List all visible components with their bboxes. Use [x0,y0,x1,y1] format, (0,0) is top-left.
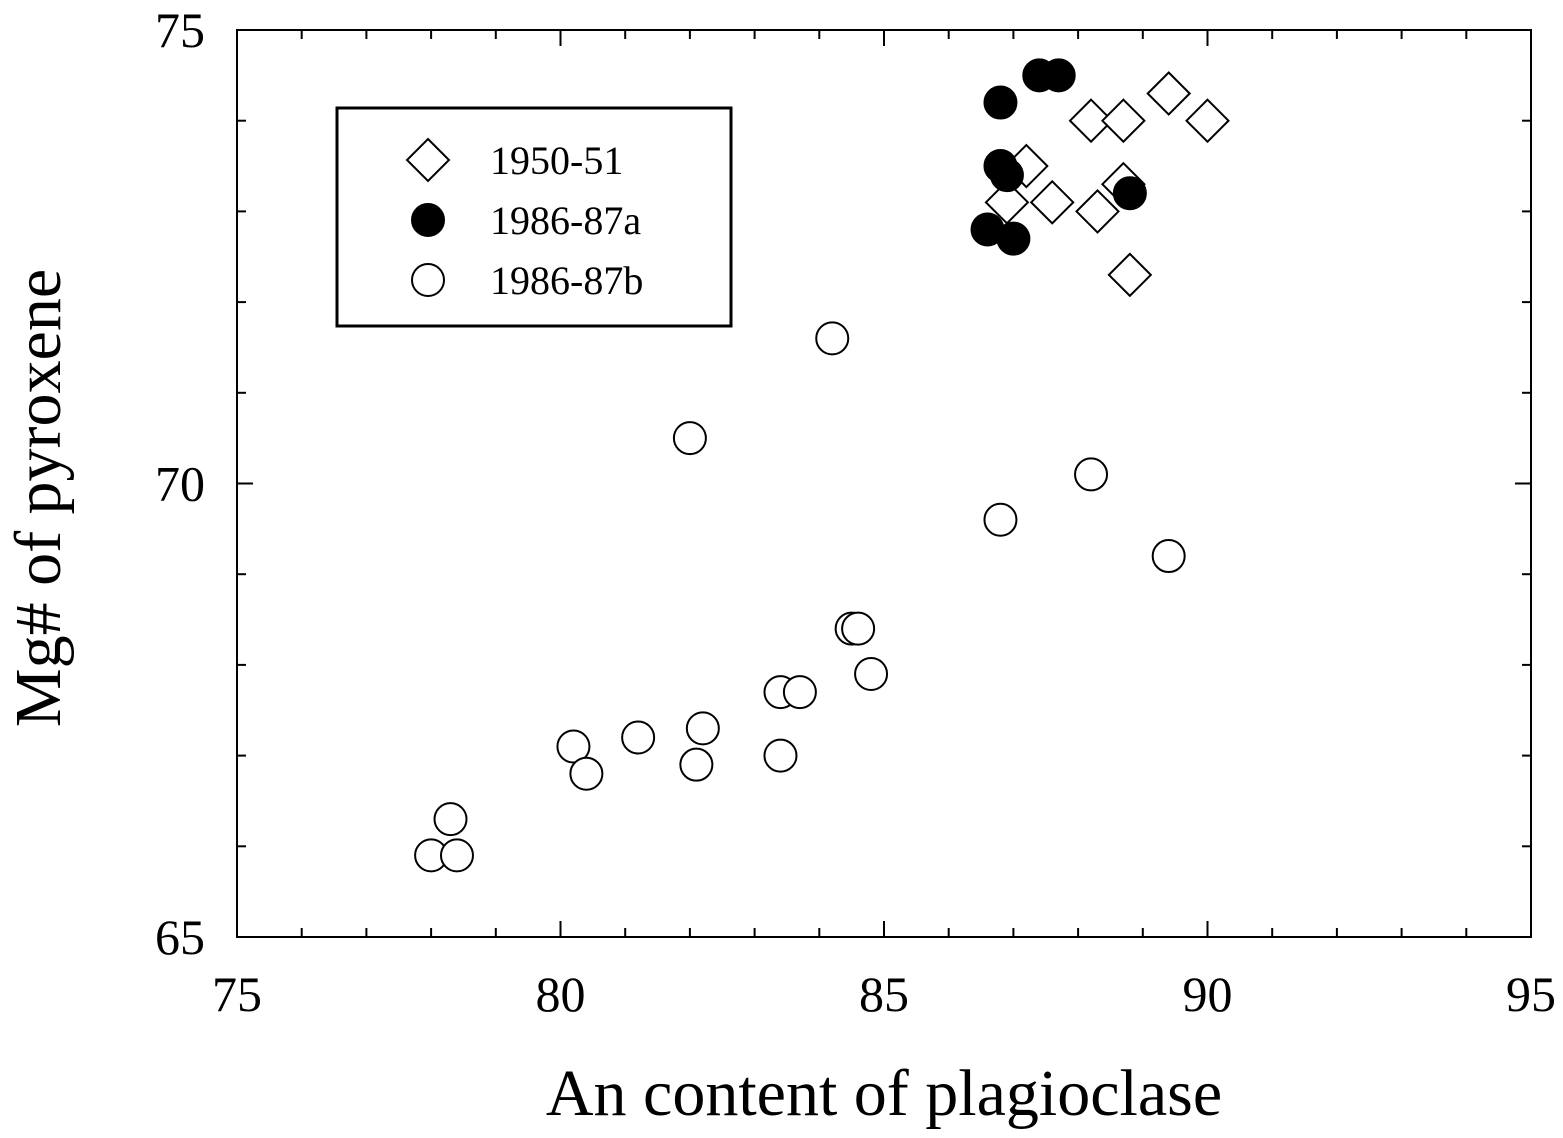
data-point [815,321,850,356]
data-point [1068,98,1114,144]
y-axis-label: Mg# of pyroxene [2,269,75,727]
data-point [679,747,714,782]
series-1986-87a [970,58,1147,256]
data-point [556,729,591,764]
data-point [841,611,876,646]
legend-label: 1986-87b [490,258,643,303]
x-tick-label: 75 [212,966,262,1022]
data-points [414,58,1230,873]
data-point [621,720,656,755]
legend-marker [411,263,445,297]
data-point [569,756,604,791]
y-tick-label: 75 [155,2,205,58]
legend-marker [405,137,451,183]
legend: 1950-51 1986-87a 1986-87b [335,106,733,328]
x-tick-label: 95 [1506,966,1556,1022]
x-axis-label: An content of plagioclase [546,1057,1222,1130]
data-point [1112,176,1147,211]
data-point [1074,457,1109,492]
legend-items: 1950-51 1986-87a 1986-87b [405,137,643,303]
legend-marker [411,203,445,237]
data-point [439,838,474,873]
data-point [996,221,1031,256]
legend-label: 1986-87a [490,198,641,243]
tick-labels: 75 80 85 90 95 65 70 75 [155,2,1556,1022]
data-point [672,421,707,456]
data-point [983,502,1018,537]
legend-label: 1950-51 [490,138,623,183]
data-point [1107,252,1153,298]
data-point [1041,58,1076,93]
legend-box [335,106,733,328]
data-point [685,711,720,746]
axis-ticks [237,30,1531,937]
data-point [983,85,1018,120]
data-point [1075,188,1120,234]
x-tick-label: 80 [536,966,586,1022]
data-point [1029,179,1075,225]
data-point [854,656,889,691]
series-1950-51 [984,71,1230,298]
data-point [1146,71,1192,116]
data-point [989,158,1024,193]
data-point [782,675,817,710]
y-tick-label: 65 [155,909,205,965]
data-point [763,738,798,773]
x-tick-label: 85 [859,966,909,1022]
data-point [433,802,468,837]
y-tick-label: 70 [155,456,205,512]
data-point [1185,98,1230,144]
data-point [1100,98,1146,144]
series-1986-87b [414,321,1186,873]
x-tick-label: 90 [1183,966,1233,1022]
data-point [1151,539,1186,574]
